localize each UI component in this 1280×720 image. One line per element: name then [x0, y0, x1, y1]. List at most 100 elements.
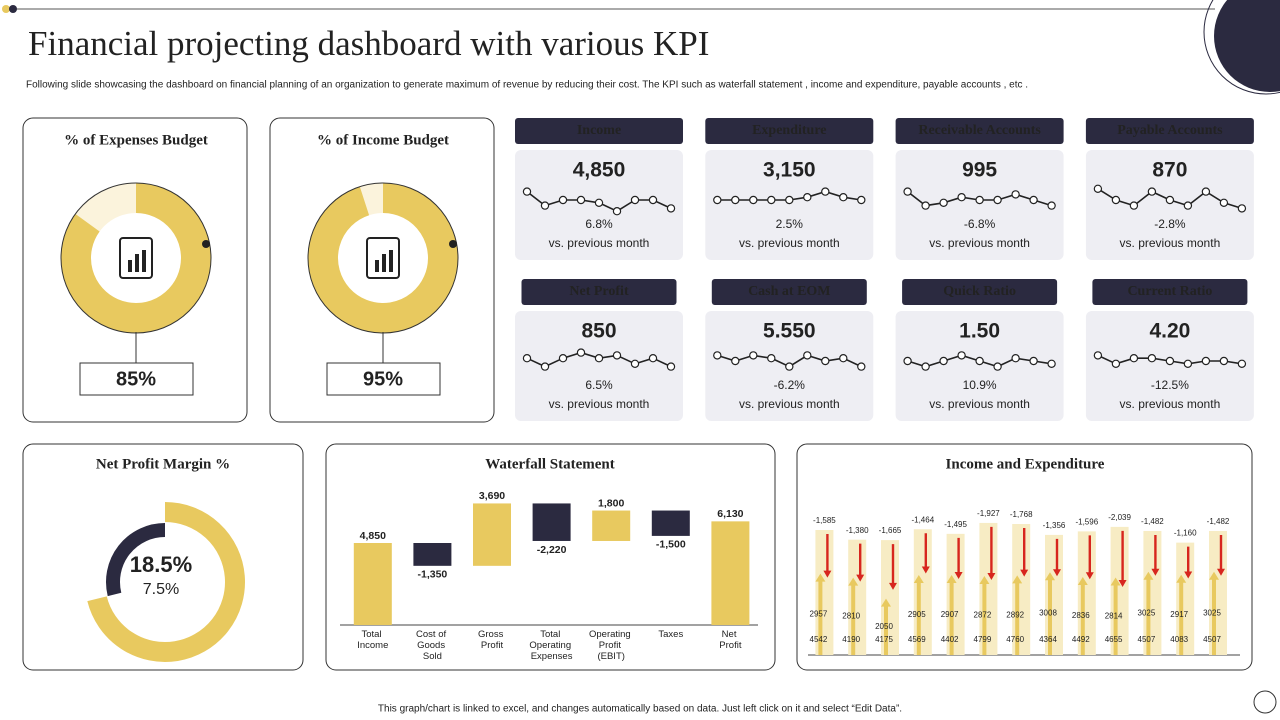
sparkline-point	[767, 354, 776, 363]
kpi-note: vs. previous month	[739, 397, 840, 411]
chart-title: Net Profit Margin %	[96, 456, 230, 472]
sparkline-point	[576, 348, 586, 357]
data-label: -1,500	[656, 539, 686, 551]
waterfall-bar	[711, 521, 750, 625]
data-label: 2810	[842, 611, 860, 620]
arrow-down	[1053, 538, 1061, 577]
sparkline-point	[630, 359, 640, 368]
sparkline-point	[1183, 359, 1193, 368]
arrow-up	[1143, 571, 1154, 655]
icon-bar	[128, 260, 132, 272]
data-label: 4,850	[360, 530, 386, 542]
arrow-up	[1209, 571, 1219, 655]
kpi-change: -12.5%	[1151, 378, 1189, 392]
sparkline-point	[522, 187, 532, 196]
arrow-up	[1176, 574, 1187, 655]
arrow-up	[815, 573, 826, 655]
waterfall-bar	[651, 510, 690, 536]
kpi-value: 3,150	[763, 159, 816, 182]
sparkline-point	[731, 356, 740, 366]
dot	[2, 5, 10, 13]
sparkline-point	[975, 195, 984, 205]
sparkline-point	[1219, 198, 1229, 207]
kpi-note: vs. previous month	[549, 236, 650, 250]
kpi-label: Quick Ratio	[943, 284, 1016, 299]
data-label: 2905	[908, 610, 926, 619]
donut-dot	[202, 240, 210, 248]
kpi-label: Expenditure	[752, 123, 826, 138]
kpi-change: -6.8%	[964, 217, 996, 231]
sparkline-point	[594, 198, 604, 207]
sparkline-point	[1047, 359, 1056, 368]
data-label: 4655	[1105, 635, 1123, 644]
kpi-header	[515, 118, 683, 144]
value-box	[79, 362, 194, 396]
arrow-down	[921, 533, 930, 574]
sparkline-point	[857, 195, 866, 205]
kpi-change: 6.8%	[585, 217, 613, 231]
sparkline-point	[612, 351, 622, 360]
kpi-header	[902, 279, 1058, 305]
data-label: -1,482	[1207, 517, 1230, 526]
sparkline-point	[1237, 204, 1247, 213]
sparkline-point	[1237, 359, 1247, 368]
sparkline-point	[1111, 359, 1121, 368]
data-label: 4760	[1006, 635, 1024, 644]
chart-title: % of Income Budget	[317, 132, 449, 148]
sparkline-point	[993, 195, 1002, 205]
icon-bar	[382, 254, 386, 272]
donut-dot	[449, 240, 457, 248]
chart-title: Waterfall Statement	[485, 456, 615, 472]
sparkline-point	[803, 351, 812, 360]
data-label: -1,596	[1075, 517, 1098, 526]
ring-arc	[87, 502, 245, 662]
arrow-down	[954, 537, 963, 579]
arrow-up	[881, 598, 891, 655]
sparkline-point	[1147, 354, 1157, 363]
kpi-change: -6.2%	[774, 378, 806, 392]
kpi-header	[705, 118, 874, 144]
kpi-card	[1085, 311, 1254, 421]
data-label: -1,464	[911, 515, 934, 524]
kpi-label: Receivable Accounts	[918, 123, 1041, 138]
data-label: 2957	[810, 609, 828, 618]
kpi-note: vs. previous month	[1120, 236, 1221, 250]
kpi-change: 6.5%	[585, 378, 613, 392]
sparkline-point	[1219, 356, 1229, 366]
arrow-down	[823, 534, 832, 578]
waterfall-bar	[353, 543, 392, 625]
sparkline-point	[666, 204, 676, 213]
kpi-card	[895, 150, 1064, 260]
arrow-down	[1118, 530, 1127, 588]
kpi-label: Income	[577, 123, 621, 138]
arrow-up	[979, 575, 990, 655]
data-label: -2,220	[537, 544, 567, 556]
data-label: 4507	[1203, 635, 1221, 644]
arrow-down	[1020, 528, 1029, 577]
kpi-note: vs. previous month	[929, 236, 1030, 250]
kpi-change: -2.8%	[1154, 217, 1186, 231]
title: Financial projecting dashboard with vari…	[28, 24, 709, 63]
data-label: -1,356	[1043, 521, 1066, 530]
data-label: 6,130	[717, 508, 743, 520]
data-label: 2907	[941, 610, 959, 619]
kpi-card	[1085, 150, 1254, 260]
data-label: 3025	[1203, 608, 1221, 617]
sparkline-point	[1111, 195, 1121, 205]
kpi-label: Net Profit	[569, 284, 629, 299]
data-label: -1,380	[846, 526, 869, 535]
data-label: -1,482	[1141, 517, 1164, 526]
sparkline-point	[540, 201, 550, 210]
kpi-label: Current Ratio	[1127, 284, 1212, 299]
data-label: -1,160	[1174, 529, 1197, 538]
kpi-value: 850	[581, 320, 616, 343]
kpi-header	[895, 118, 1064, 144]
sparkline-point	[903, 356, 912, 366]
value-box	[326, 362, 441, 396]
kpi-card	[515, 311, 683, 421]
kpi-label: Cash at EOM	[748, 284, 830, 299]
subtitle: Following slide showcasing the dashboard…	[26, 80, 1028, 91]
kpi-value: 4.20	[1149, 320, 1190, 343]
data-label: 2836	[1072, 611, 1090, 620]
x-tick-label: Taxes	[658, 629, 683, 640]
